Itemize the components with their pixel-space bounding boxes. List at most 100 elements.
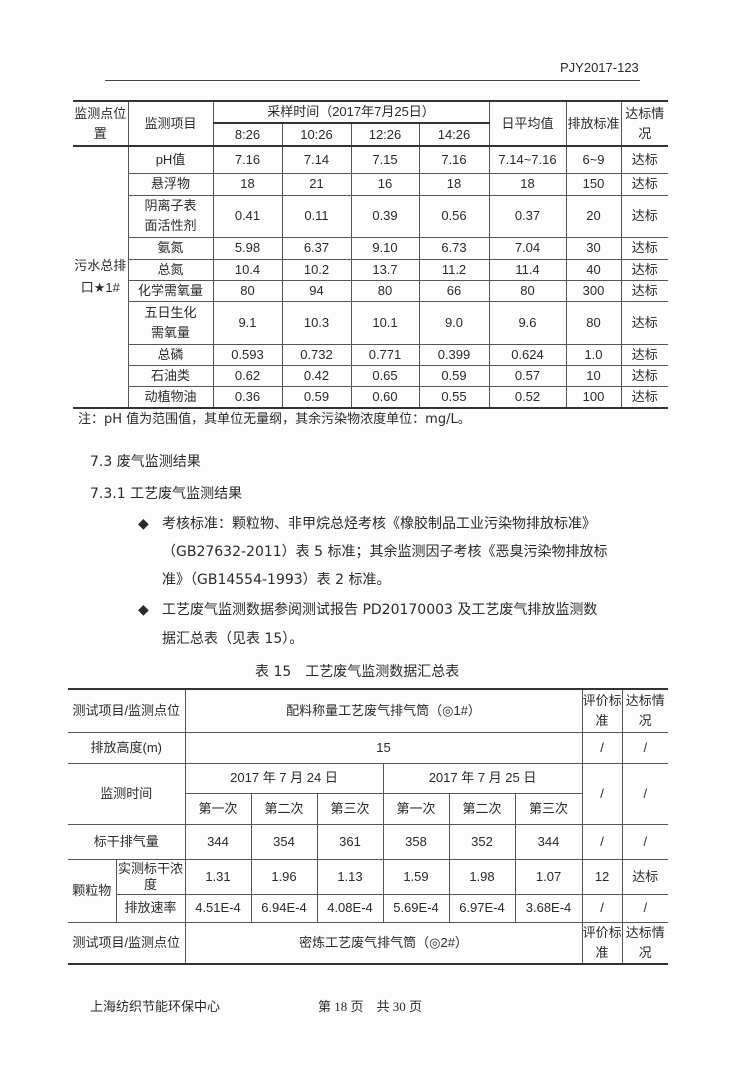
value-cell: 80 — [350, 279, 420, 302]
footer-org: 上海纺织节能环保中心 — [90, 999, 221, 1014]
item-cell: 动植物油 — [127, 385, 214, 409]
run-header: 第二次 — [250, 792, 318, 825]
header-sampling: 采样时间（2017年7月25日） — [212, 100, 490, 124]
value-cell: 0.59 — [418, 364, 490, 387]
table-row: 污水总排口★1# pH值 7.16 7.14 7.15 7.16 7.14~7.16 6~9 达… — [73, 145, 668, 409]
value-cell: 10.3 — [281, 300, 352, 345]
header-item: 测试项目/监测点位 — [68, 688, 186, 733]
std-cell: 80 — [565, 300, 622, 345]
flow-value: 352 — [448, 823, 516, 860]
process-gas-table: 测试项目/监测点位 配料称量工艺废气排气筒（◎1#） 评价标准 达标情况 排放高… — [68, 688, 669, 965]
table-row: 阴离子表面活性剂 0.41 0.11 0.39 0.56 0.37 20 达标 — [73, 194, 668, 238]
value-cell: 10.2 — [281, 258, 352, 281]
conc-value: 1.07 — [514, 858, 583, 895]
header-item-2: 测试项目/监测点位 — [68, 921, 186, 965]
value-cell: 0.39 — [350, 194, 420, 238]
status-cell: 达标 — [620, 279, 668, 302]
avg-cell: 0.624 — [488, 343, 567, 366]
std-cell: 100 — [565, 385, 622, 409]
avg-cell: 80 — [488, 279, 567, 302]
diamond-bullet-icon: ◆ — [138, 602, 149, 618]
bullet-data-ref: ◆ 工艺废气监测数据参阅测试报告 PD20170003 及工艺废气排放监测数 据汇… — [138, 596, 597, 654]
value-cell: 0.60 — [350, 385, 420, 409]
rate-label: 排放速率 — [115, 893, 186, 923]
header-std: 排放标准 — [565, 100, 622, 147]
avg-cell: 0.57 — [488, 364, 567, 387]
conc-std: 12 — [581, 858, 623, 895]
height-label: 排放高度(m) — [68, 731, 186, 764]
value-cell: 18 — [212, 172, 283, 196]
table-row: 五日生化需氧量 9.1 10.3 10.1 9.0 9.6 80 达标 — [73, 300, 668, 345]
std-cell: 6~9 — [565, 145, 622, 174]
item-cell: 氨氮 — [127, 236, 214, 260]
status-cell: 达标 — [620, 236, 668, 260]
value-cell: 7.14 — [281, 145, 352, 174]
status-cell: 达标 — [620, 258, 668, 281]
item-cell: 石油类 — [127, 364, 214, 387]
value-cell: 0.59 — [281, 385, 352, 409]
value-cell: 9.10 — [350, 236, 420, 260]
item-cell: pH值 — [127, 145, 214, 174]
avg-cell: 0.52 — [488, 385, 567, 409]
value-cell: 0.593 — [212, 343, 283, 366]
avg-cell: 18 — [488, 172, 567, 196]
value-cell: 13.7 — [350, 258, 420, 281]
value-cell: 16 — [350, 172, 420, 196]
conc-label: 实测标干浓度 — [115, 858, 186, 895]
header-avg: 日平均值 — [488, 100, 567, 147]
footer-page: 第 18 页 共 30 页 — [318, 999, 423, 1014]
item-cell: 五日生化需氧量 — [127, 300, 214, 345]
std-cell: 10 — [565, 364, 622, 387]
value-cell: 0.41 — [212, 194, 283, 238]
header-status: 达标情况 — [621, 688, 669, 733]
slash: / — [581, 823, 623, 860]
std-cell: 1.0 — [565, 343, 622, 366]
table-row: 总氮 10.4 10.2 13.7 11.2 11.4 40 达标 — [73, 258, 668, 281]
flow-value: 354 — [250, 823, 318, 860]
avg-cell: 7.14~7.16 — [488, 145, 567, 174]
value-cell: 80 — [212, 279, 283, 302]
std-cell: 40 — [565, 258, 622, 281]
conc-value: 1.13 — [316, 858, 384, 895]
header-status: 达标情况 — [620, 100, 668, 147]
source-2: 密炼工艺废气排气筒（◎2#） — [184, 921, 583, 965]
section-7-3-1: 7.3.1 工艺废气监测结果 — [90, 486, 243, 502]
status-cell: 达标 — [620, 300, 668, 345]
value-cell: 10.1 — [350, 300, 420, 345]
value-cell: 9.1 — [212, 300, 283, 345]
status-cell: 达标 — [620, 343, 668, 366]
value-cell: 94 — [281, 279, 352, 302]
status-cell: 达标 — [620, 145, 668, 174]
item-cell: 总氮 — [127, 258, 214, 281]
rate-value: 6.94E-4 — [250, 893, 318, 923]
date-1: 2017 年 7 月 24 日 — [184, 762, 384, 794]
header-eval: 评价标准 — [581, 688, 623, 733]
avg-cell: 0.37 — [488, 194, 567, 238]
value-cell: 0.55 — [418, 385, 490, 409]
value-cell: 0.42 — [281, 364, 352, 387]
rate-value: 5.69E-4 — [382, 893, 450, 923]
run-header: 第三次 — [316, 792, 384, 825]
value-cell: 11.2 — [418, 258, 490, 281]
slash: / — [581, 893, 623, 923]
table-row: 总磷 0.593 0.732 0.771 0.399 0.624 1.0 达标 — [73, 343, 668, 366]
table-caption: 表 15 工艺废气监测数据汇总表 — [255, 664, 460, 680]
flow-label: 标干排气量 — [68, 823, 186, 860]
wastewater-table: 监测点位置 监测项目 采样时间（2017年7月25日） 日平均值 排放标准 达标… — [73, 100, 668, 409]
value-cell: 0.36 — [212, 385, 283, 409]
value-cell: 0.65 — [350, 364, 420, 387]
rate-value: 4.51E-4 — [184, 893, 252, 923]
value-cell: 6.73 — [418, 236, 490, 260]
rate-value: 4.08E-4 — [316, 893, 384, 923]
time-header: 14:26 — [418, 122, 490, 147]
item-cell: 悬浮物 — [127, 172, 214, 196]
std-cell: 30 — [565, 236, 622, 260]
slash: / — [621, 823, 669, 860]
run-header: 第一次 — [184, 792, 252, 825]
std-cell: 150 — [565, 172, 622, 196]
bullet-standards: ◆ 考核标准：颗粒物、非甲烷总烃考核《橡胶制品工业污染物排放标准》 （GB2763… — [138, 510, 607, 594]
time-header: 12:26 — [350, 122, 420, 147]
table-note: 注：pH 值为范围值，其单位无量纲，其余污染物浓度单位：mg/L。 — [78, 412, 471, 427]
value-cell: 18 — [418, 172, 490, 196]
